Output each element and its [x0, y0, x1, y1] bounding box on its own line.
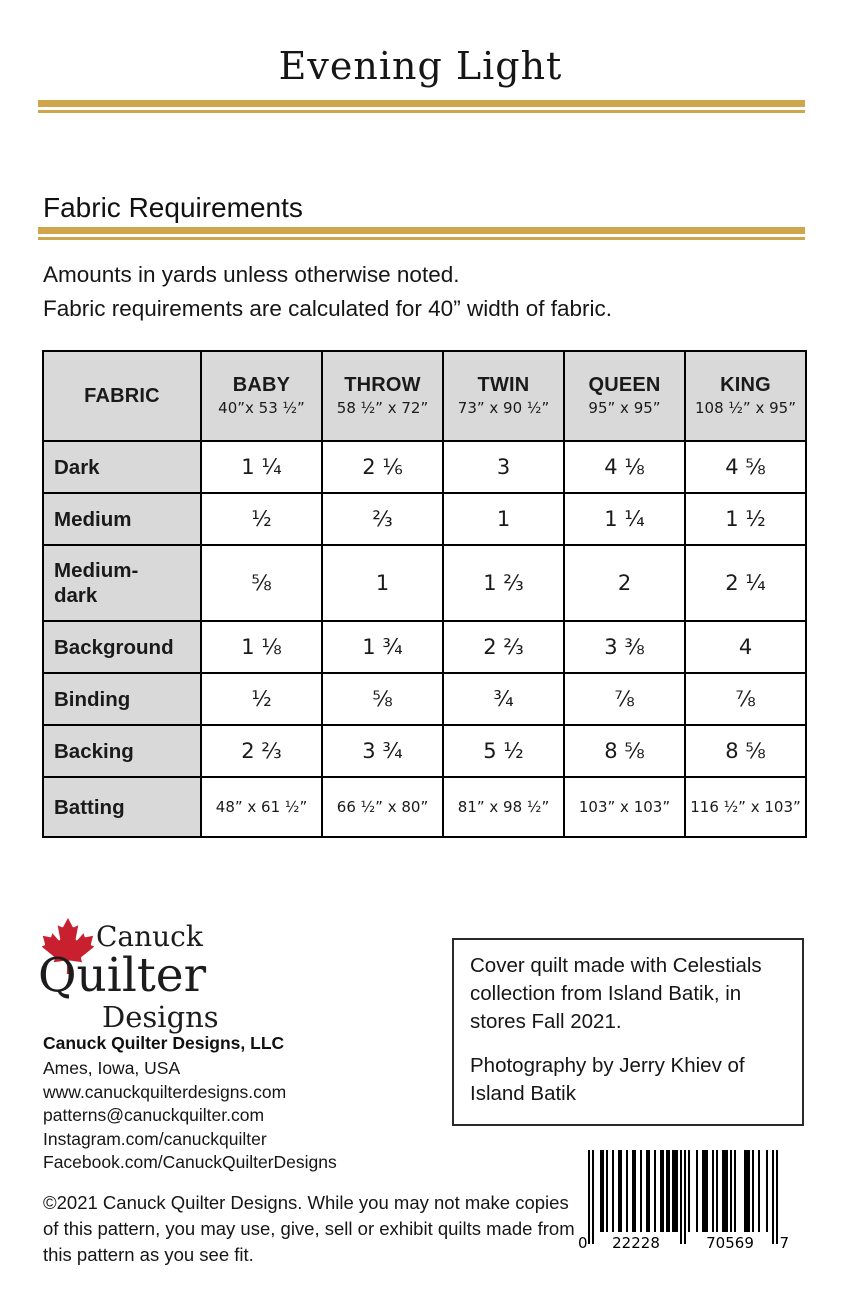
page-title: Evening Light [278, 44, 563, 88]
table-cell: 1 ¼ [200, 440, 323, 494]
table-cell: 8 ⅝ [563, 724, 686, 778]
table-cell: 1 ⅛ [200, 620, 323, 674]
column-header-twin: TWIN 73” x 90 ½” [442, 350, 565, 442]
table-cell: ⅔ [321, 492, 444, 546]
table-cell: 2 ⅔ [442, 620, 565, 674]
copyright-text: ©2021 Canuck Quilter Designs. While you … [43, 1192, 575, 1265]
logo-word-quilter: Quilter [38, 948, 207, 1003]
cover-quilt-info-box: Cover quilt made with Celestials collect… [452, 938, 804, 1126]
table-row: Batting 48” x 61 ½” 66 ½” x 80” 81” x 98 ½”… [42, 776, 807, 838]
svg-text:7: 7 [779, 1234, 789, 1252]
row-label: Dark [42, 440, 202, 494]
table-cell: ½ [200, 492, 323, 546]
contact-line: www.canuckquilterdesigns.com [43, 1081, 287, 1102]
table-cell: 4 ⅝ [684, 440, 807, 494]
table-cell: 116 ½” x 103” [684, 776, 807, 838]
contact-line: Ames, Iowa, USA [43, 1058, 181, 1078]
table-cell: 2 ⅙ [321, 440, 444, 494]
table-cell: 103” x 103” [563, 776, 686, 838]
upc-barcode: 0 22228 70569 7 [576, 1150, 791, 1252]
column-header-queen: QUEEN 95” x 95” [563, 350, 686, 442]
intro-line-1: Amounts in yards unless otherwise noted. [43, 262, 460, 287]
table-cell: ½ [200, 672, 323, 726]
contact-line: patterns@canuckquilter.com [43, 1105, 265, 1125]
table-cell: ¾ [442, 672, 565, 726]
column-header-throw: THROW 58 ½” x 72” [321, 350, 444, 442]
table-cell: 2 ⅔ [200, 724, 323, 778]
contact-line: Facebook.com/CanuckQuilterDesigns [43, 1152, 337, 1172]
table-cell: 1 ½ [684, 492, 807, 546]
table-cell: 48” x 61 ½” [200, 776, 323, 838]
row-label: Medium-dark [42, 544, 202, 622]
intro-line-2: Fabric requirements are calculated for 4… [43, 296, 613, 321]
table-row: Binding ½ ⅝ ¾ ⅞ ⅞ [42, 672, 807, 726]
photography-credit: Photography by Jerry Khiev of Island Bat… [470, 1054, 745, 1105]
table-cell: 1 [321, 544, 444, 622]
table-cell: 4 [684, 620, 807, 674]
table-cell: 1 ⅔ [442, 544, 565, 622]
column-header-king: KING 108 ½” x 95” [684, 350, 807, 442]
column-header-fabric: FABRIC [42, 350, 202, 442]
table-cell: 3 ¾ [321, 724, 444, 778]
table-cell: 66 ½” x 80” [321, 776, 444, 838]
column-header-baby: BABY 40”x 53 ½” [200, 350, 323, 442]
table-cell: 4 ⅛ [563, 440, 686, 494]
table-cell: 5 ½ [442, 724, 565, 778]
table-cell: ⅝ [321, 672, 444, 726]
table-cell: 2 ¼ [684, 544, 807, 622]
table-cell: ⅞ [563, 672, 686, 726]
row-label: Binding [42, 672, 202, 726]
fabric-requirements-table: FABRIC BABY 40”x 53 ½” THROW 58 ½” x 72” TWIN… [42, 350, 807, 838]
table-cell: 3 ⅜ [563, 620, 686, 674]
cover-quilt-note: Cover quilt made with Celestials collect… [470, 954, 762, 1033]
row-label: Batting [42, 776, 202, 838]
row-label: Medium [42, 492, 202, 546]
logo-word-canuck: Canuck [96, 920, 203, 953]
table-cell: 1 ¼ [563, 492, 686, 546]
section-heading: Fabric Requirements [43, 192, 303, 223]
table-cell: 3 [442, 440, 565, 494]
logo-word-designs: Designs [102, 1000, 219, 1034]
table-cell: 2 [563, 544, 686, 622]
contact-line: Instagram.com/canuckquilter [43, 1128, 267, 1149]
contact-list: Ames, Iowa, USA www.canuckquilterdesigns.… [43, 1057, 337, 1175]
svg-text:0: 0 [578, 1234, 588, 1252]
table-cell: 8 ⅝ [684, 724, 807, 778]
table-cell: 1 ¾ [321, 620, 444, 674]
table-cell: ⅝ [200, 544, 323, 622]
intro-text: Amounts in yards unless otherwise noted.… [43, 258, 612, 326]
table-cell: 81” x 98 ½” [442, 776, 565, 838]
svg-text:22228: 22228 [612, 1234, 660, 1252]
company-name: Canuck Quilter Designs, LLC [43, 1033, 285, 1053]
svg-text:70569: 70569 [706, 1234, 754, 1252]
table-cell: 1 [442, 492, 565, 546]
gold-divider-top [38, 100, 805, 113]
maple-leaf-icon [41, 918, 95, 975]
canuck-quilter-logo: Canuck Quilter Designs [38, 912, 258, 1037]
gold-divider-section [38, 227, 805, 240]
row-label: Background [42, 620, 202, 674]
row-label: Backing [42, 724, 202, 778]
table-cell: ⅞ [684, 672, 807, 726]
